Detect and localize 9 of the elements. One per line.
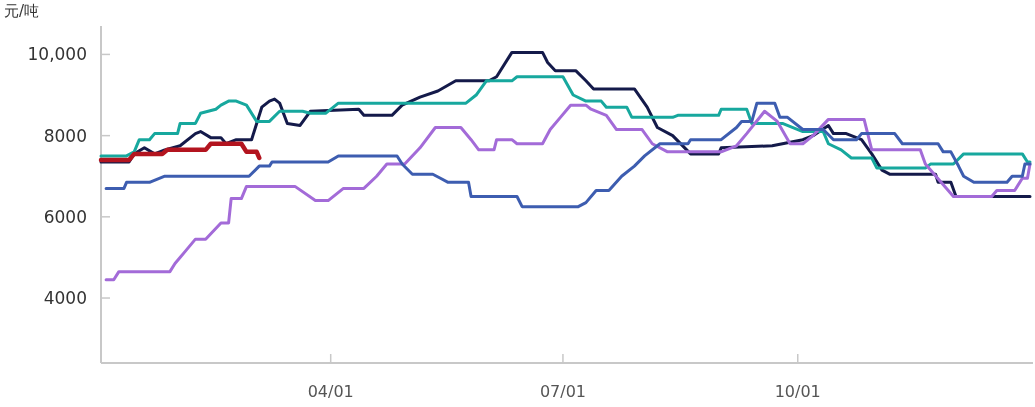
y-tick-label: 6000 (43, 206, 87, 227)
x-tick-label: 04/01 (307, 382, 354, 401)
y-tick-label: 8000 (43, 125, 87, 146)
x-tick-label: 07/01 (539, 382, 586, 401)
y-tick-label: 4000 (43, 288, 87, 309)
x-tick-label: 10/01 (774, 382, 821, 401)
line-series (99, 75, 1032, 170)
y-axis-title: 元/吨 (4, 2, 40, 20)
y-tick-label: 10,000 (27, 44, 87, 65)
